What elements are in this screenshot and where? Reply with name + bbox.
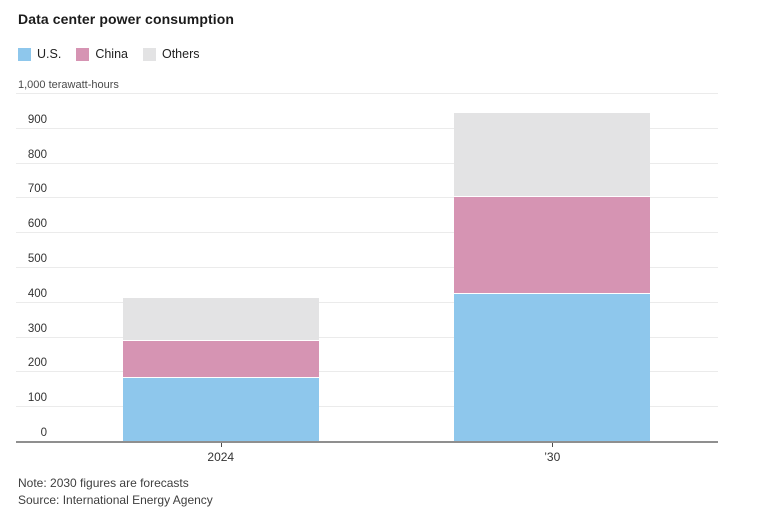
gridline: [16, 336, 718, 338]
legend-label-china: China: [95, 47, 128, 61]
chart-source: Source: International Energy Agency: [18, 493, 213, 507]
x-axis-tick: [552, 443, 554, 447]
y-axis-tick-label: 900: [27, 113, 47, 126]
gridline: [16, 406, 718, 408]
gridline: [16, 232, 718, 234]
y-axis-tick-label: 400: [27, 287, 47, 300]
x-axis-tick: [220, 443, 222, 447]
gridline: [16, 162, 718, 164]
gridline: [16, 127, 718, 129]
others-legend-swatch: [142, 47, 156, 61]
legend-item-china: China: [76, 47, 128, 61]
legend-item-others: Others: [142, 47, 200, 61]
legend-label-others: Others: [161, 47, 200, 61]
bar-segment-others-2024: [122, 297, 319, 342]
gridline: [16, 301, 718, 303]
y-axis-tick-label: 0: [40, 427, 47, 439]
y-axis-tick-label: 200: [27, 357, 47, 370]
x-axis-category-label: ’30: [544, 450, 561, 464]
gridline: [16, 267, 718, 268]
x-axis-baseline: [16, 441, 718, 443]
bar-segment-us-30: [454, 294, 651, 442]
gridline: [16, 371, 718, 373]
china-legend-swatch: [76, 47, 90, 61]
bar-segment-others-30: [454, 113, 651, 197]
y-axis-tick-label: 600: [27, 218, 47, 231]
legend-item-us: U.S.: [18, 47, 61, 61]
bar-segment-us-2024: [122, 377, 319, 442]
y-axis-tick-label: 800: [27, 148, 47, 161]
legend: U.S. China Others: [18, 47, 200, 61]
legend-label-us: U.S.: [37, 47, 62, 61]
bar-segment-china-30: [454, 196, 651, 295]
x-axis-category-label: 2024: [207, 450, 235, 464]
y-axis-tick-label: 700: [27, 183, 47, 196]
y-axis-tick-label: 300: [27, 322, 47, 335]
plot-area: 0 100 200 300 400 500 600 700 800 900 2024 ’30: [16, 93, 718, 464]
y-axis-unit-label: 1,000 terawatt-hours: [18, 79, 119, 91]
chart-title: Data center power consumption: [18, 11, 235, 27]
us-legend-swatch: [18, 47, 31, 61]
y-axis-tick-label: 500: [27, 253, 47, 265]
gridline: [16, 93, 718, 94]
y-axis-tick-label: 100: [27, 392, 47, 405]
chart-note: Note: 2030 figures are forecasts: [18, 476, 189, 490]
gridline: [16, 197, 718, 199]
bar-segment-china-2024: [122, 341, 319, 378]
